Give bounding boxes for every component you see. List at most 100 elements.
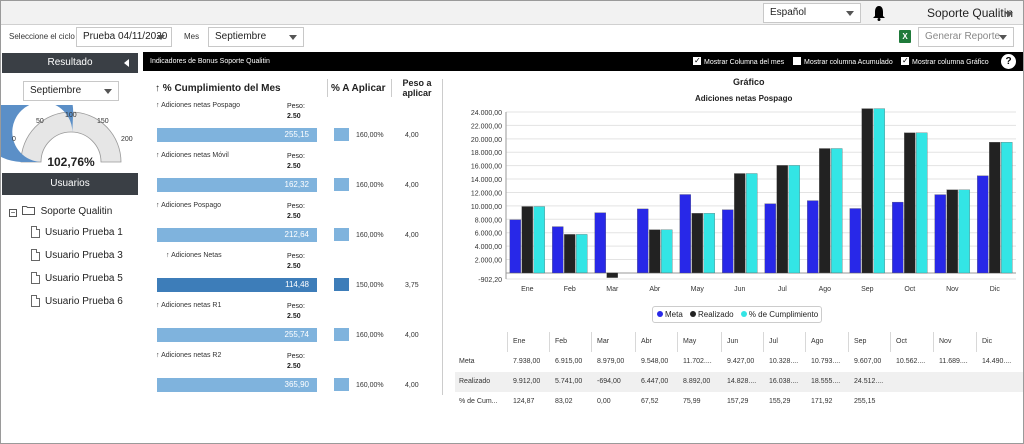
y-tick-label: 6.000,00	[475, 231, 502, 238]
tree-user-label: Usuario Prueba 6	[45, 296, 123, 307]
y-tick-label: 12.000,00	[471, 190, 502, 197]
aplicar-value: 150,00%	[356, 282, 384, 289]
data-table-header-cell: Dic	[982, 338, 993, 345]
x-tick-label: Ene	[521, 286, 534, 293]
top-bar: Español Soporte Qualitin	[1, 1, 1023, 25]
checkbox-icon[interactable]	[693, 56, 701, 65]
data-table-header-cell: Sep	[854, 338, 867, 345]
x-tick-label: May	[691, 286, 705, 293]
bar-chart: 24.000,00 22.000,00 20.000,00 18.000,00 16.0…	[471, 108, 1016, 293]
cycle-select[interactable]: Prueba 04/11/2020	[76, 27, 172, 47]
data-table-header-cell: Ene	[513, 338, 526, 345]
excel-icon[interactable]: X	[899, 30, 911, 43]
bell-icon[interactable]	[872, 5, 886, 21]
aplicar-swatch	[334, 378, 349, 391]
bar-meta	[679, 194, 691, 274]
tree-root-label: Soporte Qualitin	[40, 206, 113, 217]
tree-user-item[interactable]: Usuario Prueba 5	[9, 267, 139, 290]
chart-subtitle: Adiciones netas Pospago	[695, 94, 793, 103]
checkbox-icon[interactable]	[793, 57, 801, 65]
collapse-arrow-icon[interactable]	[124, 59, 129, 67]
tree-root[interactable]: − Soporte Qualitin	[9, 203, 139, 221]
column-header-aplicar: % A Aplicar	[331, 83, 386, 94]
gauge-background	[20, 111, 122, 163]
y-tick-label: 10.000,00	[471, 204, 502, 211]
data-table-cell: 8.979,00	[597, 358, 625, 365]
filter-bar: Seleccione el ciclo Prueba 04/11/2020 Me…	[1, 26, 1023, 48]
month-select[interactable]: Septiembre	[208, 27, 304, 47]
table-divider	[933, 332, 934, 352]
data-table-cell: 9.427,00	[727, 358, 755, 365]
checkbox-label: Mostrar Columna del mes	[704, 59, 785, 66]
data-table-cell: 75,99	[683, 398, 701, 405]
bar-meta	[892, 201, 904, 274]
aplicar-value: 160,00%	[356, 332, 384, 339]
bar--de-cumplimiento	[746, 173, 758, 274]
gauge-fill	[1, 105, 74, 162]
user-tree: − Soporte Qualitin Usuario Prueba 1 Usua…	[9, 203, 139, 313]
language-select[interactable]: Español	[763, 3, 861, 23]
indicator-label: ↑ Adiciones netas R2	[156, 352, 222, 359]
month-label: Mes	[184, 32, 200, 41]
y-tick-label: 16.000,00	[471, 164, 502, 171]
left-month-select[interactable]: Septiembre	[23, 81, 119, 101]
table-divider	[763, 332, 764, 352]
indicator-bar: 114,48	[157, 278, 317, 292]
aplicar-value: 160,00%	[356, 232, 384, 239]
bar--de-cumplimiento	[788, 165, 800, 274]
data-table-row-label: % de Cum...	[459, 398, 498, 405]
tree-user-item[interactable]: Usuario Prueba 3	[9, 244, 139, 267]
peso-label: Peso: 2.50	[287, 353, 305, 370]
collapse-icon[interactable]: −	[9, 208, 17, 217]
tree-user-item[interactable]: Usuario Prueba 6	[9, 290, 139, 313]
checkbox-month-column[interactable]: Mostrar Columna del mes	[693, 56, 785, 66]
peso-aplicar-value: 4,00	[405, 332, 419, 339]
aplicar-swatch	[334, 228, 349, 241]
help-icon[interactable]: ?	[1001, 54, 1016, 69]
bar-meta	[934, 194, 946, 274]
data-table-cell: -694,00	[597, 378, 621, 385]
cycle-value: Prueba 04/11/2020	[83, 31, 168, 42]
checkbox-chart-column[interactable]: Mostrar columna Gráfico	[901, 56, 989, 66]
peso-label: Peso: 2.50	[287, 153, 305, 170]
users-header: Usuarios	[2, 173, 138, 195]
bar-realizado	[819, 148, 831, 274]
user-menu[interactable]: Soporte Qualitin	[927, 6, 1014, 20]
data-table-row-label: Realizado	[459, 378, 491, 385]
x-tick-label: Sep	[861, 286, 874, 293]
bar-realizado	[606, 272, 618, 278]
checkbox-icon[interactable]	[901, 56, 909, 65]
bar-meta	[552, 226, 564, 274]
indicator-bar: 365,90	[157, 378, 317, 392]
data-table-cell: 7.938,00	[513, 358, 541, 365]
peso-aplicar-value: 4,00	[405, 382, 419, 389]
checkbox-accum-column[interactable]: Mostrar columna Acumulado	[793, 57, 893, 66]
bar-realizado	[776, 165, 788, 274]
y-tick-label: 2.000,00	[475, 258, 502, 265]
tree-user-label: Usuario Prueba 1	[45, 227, 123, 238]
chevron-down-icon	[846, 11, 854, 16]
data-table-cell: 14.490....	[982, 358, 1012, 365]
data-table-header: Ene Feb Mar Abr May Jun Jul Ago Sep Oct Nov Dic	[455, 332, 1023, 352]
legend-meta-icon	[657, 311, 663, 317]
tree-user-item[interactable]: Usuario Prueba 1	[9, 221, 139, 244]
data-table-cell: 67,52	[641, 398, 659, 405]
gauge-tick-0: 0	[12, 136, 16, 143]
chevron-down-icon[interactable]	[1005, 12, 1013, 17]
indicators-header: Indicadores de Bonus Soporte Qualitin Mo…	[143, 52, 1023, 71]
checkbox-label: Mostrar columna Gráfico	[912, 59, 989, 66]
gauge-tick-150: 150	[97, 118, 109, 125]
result-title: Resultado	[47, 57, 93, 68]
table-divider	[591, 332, 592, 352]
table-divider	[635, 332, 636, 352]
result-header[interactable]: Resultado	[2, 53, 138, 73]
peso-aplicar-value: 4,00	[405, 132, 419, 139]
chart-legend: Meta Realizado % de Cumplimiento	[652, 306, 822, 323]
table-divider	[848, 332, 849, 352]
data-table-cell: 6.915,00	[555, 358, 583, 365]
data-table-cell: 10.793....	[811, 358, 841, 365]
x-tick-label: Jul	[778, 286, 787, 293]
left-month-value: Septiembre	[30, 85, 82, 96]
month-value: Septiembre	[215, 31, 267, 42]
report-select[interactable]: Generar Reporte	[918, 27, 1014, 47]
